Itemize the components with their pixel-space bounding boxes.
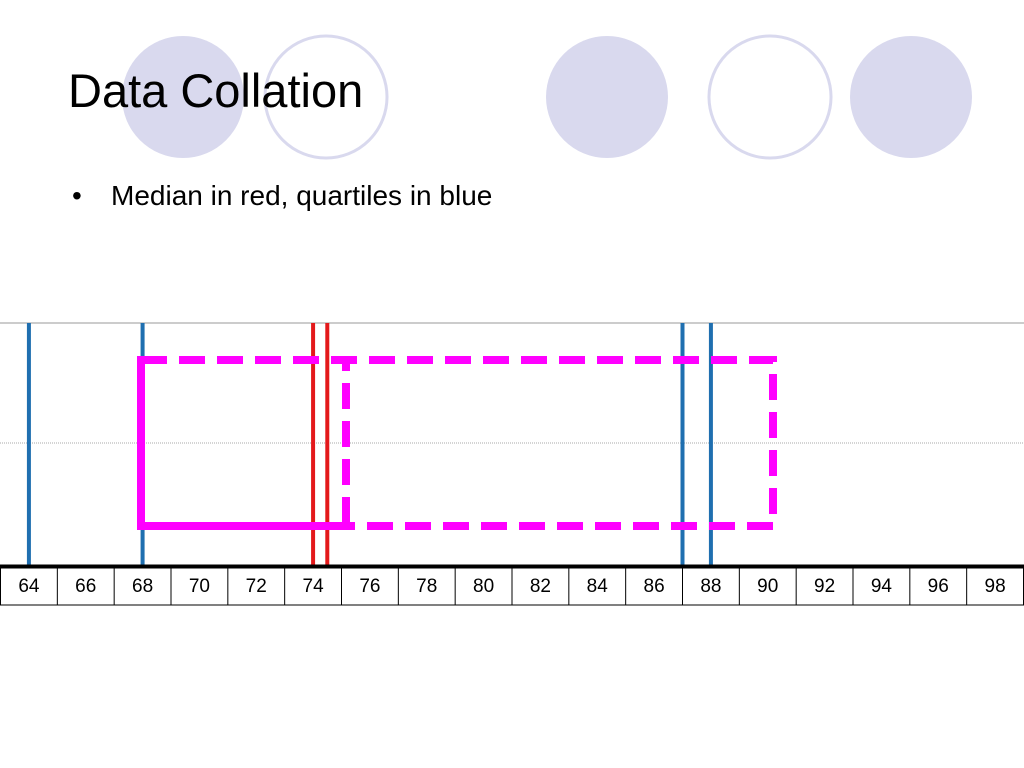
bullet-dot: • — [72, 180, 82, 211]
tick-label: 70 — [189, 576, 210, 597]
tick-label: 88 — [700, 576, 721, 597]
tick-label: 68 — [132, 576, 153, 597]
tick-label: 98 — [985, 576, 1006, 597]
tick-label: 78 — [416, 576, 437, 597]
decor-circle — [546, 36, 668, 158]
tick-label: 72 — [246, 576, 267, 597]
tick-label: 94 — [871, 576, 893, 597]
decor-circle — [707, 34, 833, 160]
tick-label: 66 — [75, 576, 96, 597]
tick-label: 76 — [359, 576, 380, 597]
tick-label: 96 — [928, 576, 949, 597]
decor-circle — [263, 34, 389, 160]
tick-table: 64 66 68 70 72 74 76 78 80 82 84 86 88 90 92 94 96 98 — [0, 567, 1024, 606]
dashed-box — [137, 356, 350, 530]
tick-label: 90 — [757, 576, 778, 597]
slide-title: Data Collation — [68, 64, 363, 117]
tick-label: 74 — [303, 576, 325, 597]
decor-circle — [850, 36, 972, 158]
dashed-box — [137, 356, 777, 530]
decor-circle — [122, 36, 244, 158]
tick-label: 86 — [644, 576, 665, 597]
tick-label: 92 — [814, 576, 835, 597]
tick-label: 84 — [587, 576, 609, 597]
tick-label: 64 — [18, 576, 40, 597]
tick-label: 80 — [473, 576, 494, 597]
bullet-text: Median in red, quartiles in blue — [111, 180, 492, 211]
tick-label: 82 — [530, 576, 551, 597]
